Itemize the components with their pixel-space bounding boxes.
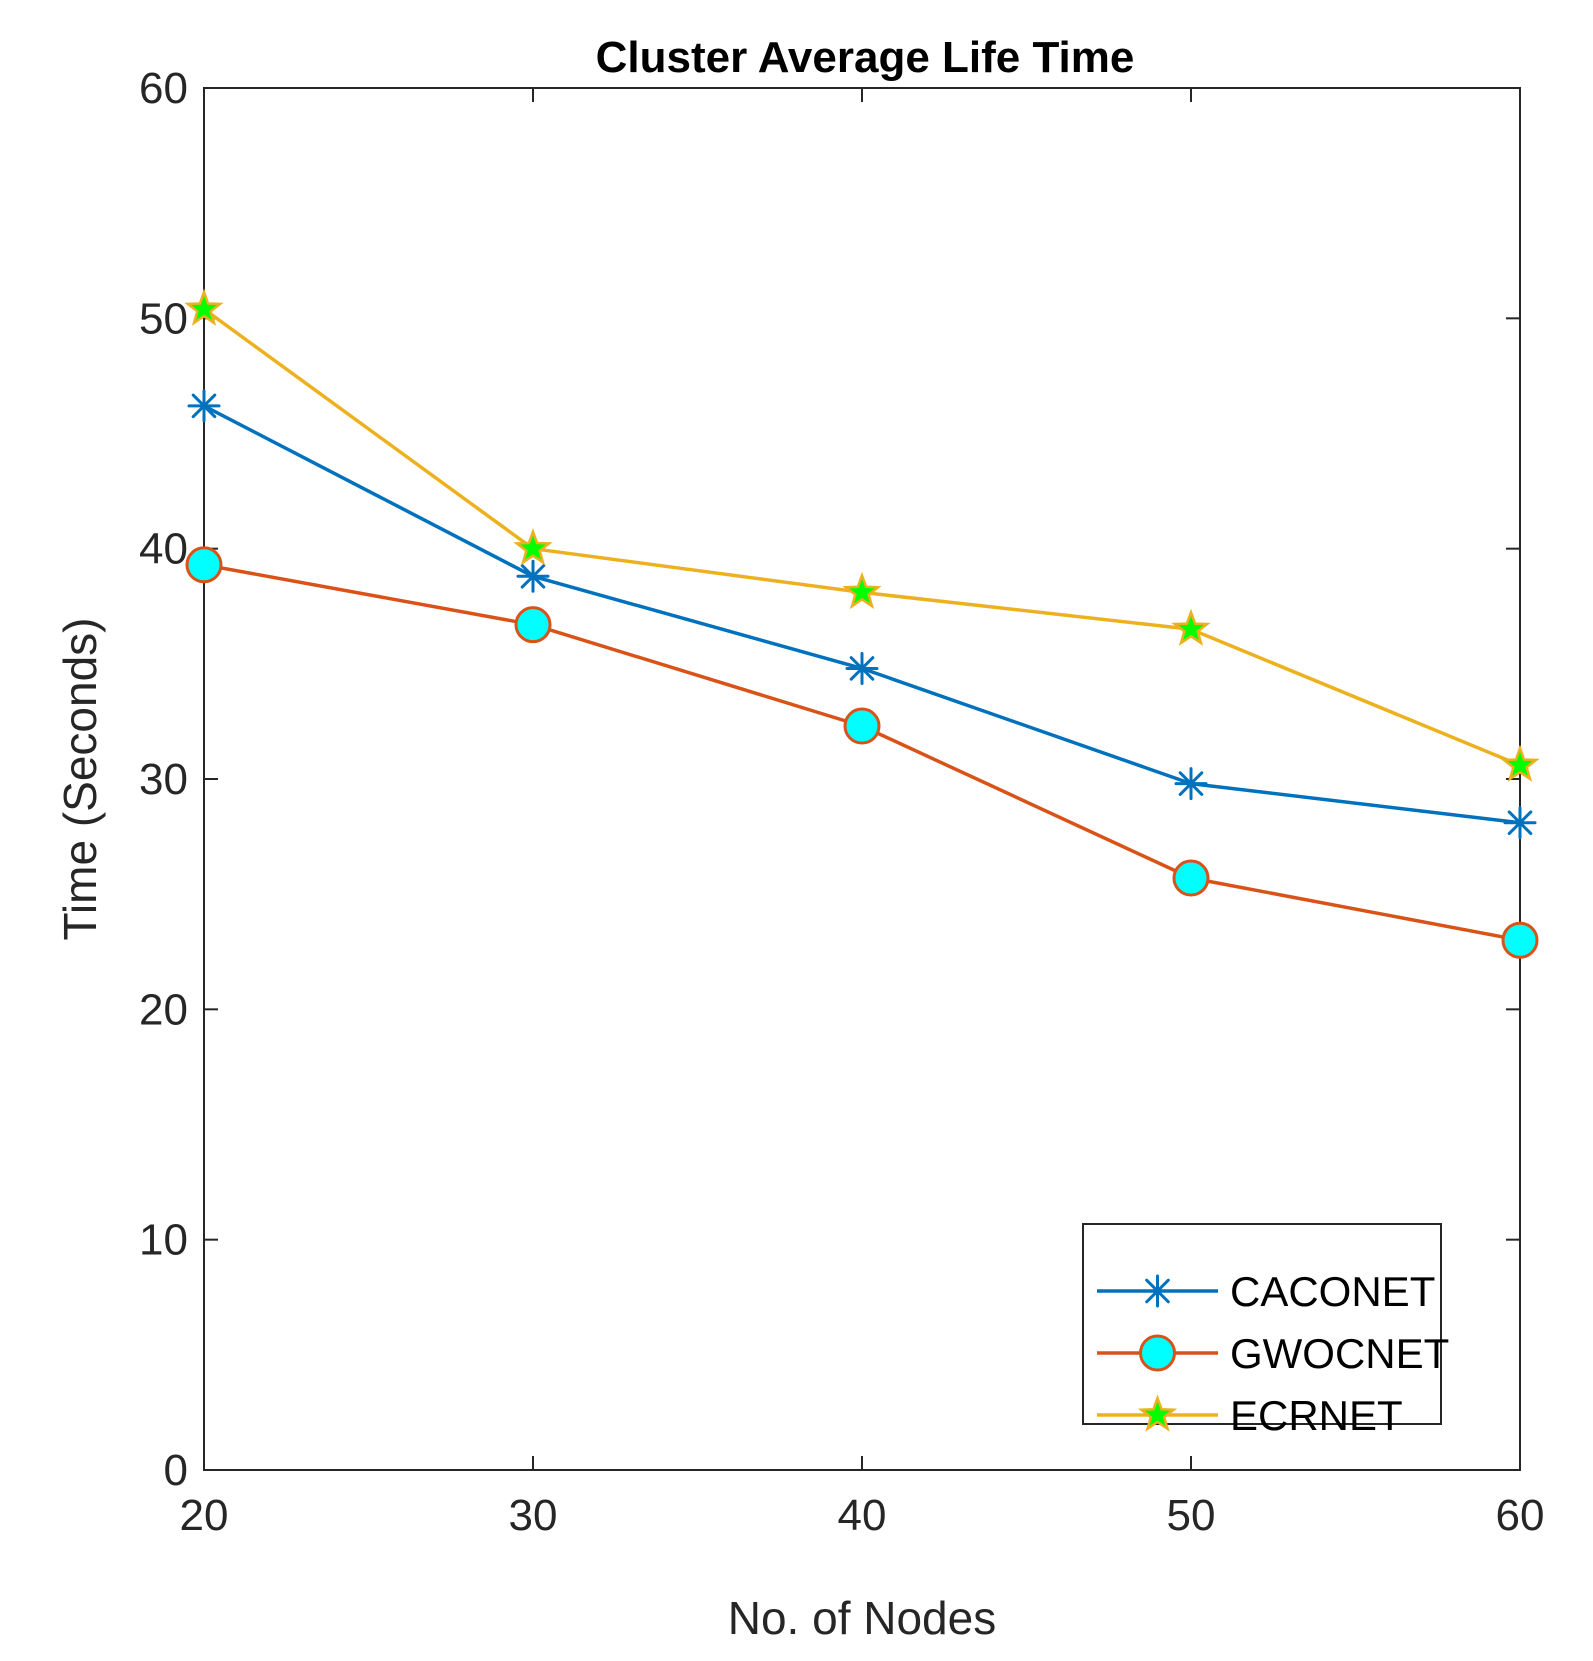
x-axis-title: No. of Nodes: [728, 1592, 996, 1644]
chart-title: Cluster Average Life Time: [596, 33, 1135, 82]
x-tick-label: 60: [1496, 1491, 1545, 1540]
data-point-gwocnet: [185, 546, 223, 584]
legend-box: [1082, 1223, 1442, 1425]
legend-label: ECRNET: [1230, 1392, 1403, 1439]
legend-entry-gwocnet: GWOCNET: [1097, 1330, 1449, 1377]
data-point-ecrnet: [184, 288, 224, 326]
data-point-ecrnet: [1171, 608, 1211, 646]
data-point-caconet: [1503, 806, 1537, 840]
data-point-caconet: [516, 559, 550, 593]
legend-label: GWOCNET: [1230, 1330, 1449, 1377]
axis-ticks: 20 30 40 50 60 0 10 20 30 40 50 60: [139, 64, 1544, 1540]
data-point-gwocnet: [1501, 921, 1539, 959]
data-point-gwocnet: [843, 707, 881, 745]
legend-marker: [1139, 1334, 1176, 1372]
legend: CACONET GWOCNET ECRNET: [1082, 1223, 1449, 1439]
x-tick-label: 20: [180, 1491, 229, 1540]
legend-marker: [1137, 1394, 1178, 1432]
series-markers: [184, 288, 1540, 959]
y-tick-label: 20: [139, 985, 188, 1034]
data-point-gwocnet: [1172, 859, 1210, 897]
data-point-ecrnet: [513, 528, 553, 566]
y-tick-label: 60: [139, 64, 188, 113]
x-tick-label: 30: [509, 1491, 558, 1540]
legend-entries: CACONET GWOCNET ECRNET: [1097, 1268, 1449, 1439]
y-axis-title: Time (Seconds): [54, 618, 106, 941]
y-tick-label: 10: [139, 1216, 188, 1265]
data-point-caconet: [1174, 767, 1208, 801]
x-tick-label: 40: [838, 1491, 887, 1540]
legend-marker: [1141, 1274, 1174, 1308]
data-point-caconet: [845, 651, 879, 685]
legend-entry-ecrnet: ECRNET: [1097, 1392, 1403, 1439]
data-point-ecrnet: [1500, 744, 1540, 782]
legend-entry-caconet: CACONET: [1097, 1268, 1435, 1315]
data-point-caconet: [187, 389, 221, 423]
x-tick-label: 50: [1167, 1491, 1216, 1540]
y-tick-label: 30: [139, 755, 188, 804]
y-tick-label: 40: [139, 525, 188, 574]
y-tick-label: 0: [164, 1446, 188, 1495]
legend-label: CACONET: [1230, 1268, 1435, 1315]
data-point-ecrnet: [842, 571, 882, 610]
data-point-gwocnet: [514, 606, 552, 644]
y-tick-label: 50: [139, 294, 188, 343]
